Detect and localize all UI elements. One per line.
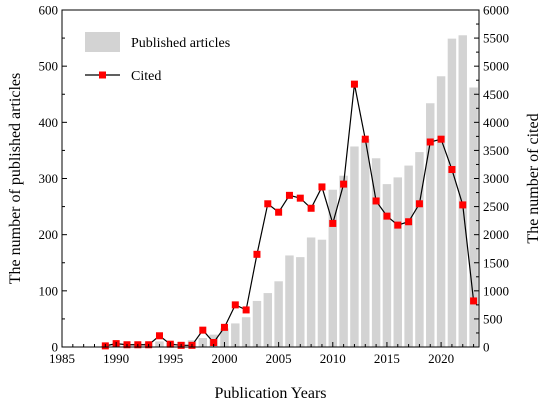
y-right-tick-label: 6000 <box>483 3 509 18</box>
cited-marker-2002 <box>242 306 250 314</box>
y-right-tick-label: 3000 <box>483 171 509 186</box>
y-right-tick-label: 1000 <box>483 283 509 298</box>
cited-marker-2018 <box>415 200 423 208</box>
x-ticks-layer: 1985 1990 1995 2000 2005 2010 2015 2020 <box>49 342 475 366</box>
cited-marker-2016 <box>394 221 402 229</box>
cited-marker-2012 <box>350 80 358 88</box>
bar-2018 <box>415 152 424 347</box>
legend-bar-label: Published articles <box>131 36 230 51</box>
bar-2019 <box>426 103 435 347</box>
x-tick-label: 1995 <box>157 351 183 366</box>
x-tick-label: 1985 <box>49 351 75 366</box>
y-left-tick-label: 600 <box>39 3 59 18</box>
y-right-tick-label: 5000 <box>483 59 509 74</box>
cited-marker-2020 <box>437 135 445 143</box>
x-tick-label: 2015 <box>374 351 400 366</box>
bar-2007 <box>296 257 305 347</box>
bar-2014 <box>371 158 381 347</box>
y-left-tick-label: 400 <box>39 115 59 130</box>
y-left-axis-title: The number of published articles <box>7 73 24 285</box>
x-axis-title: Publication Years <box>215 385 327 402</box>
cited-marker-2003 <box>253 250 261 258</box>
cited-marker-2015 <box>383 212 391 220</box>
y-left-tick-label: 100 <box>39 283 59 298</box>
y-left-tick-label: 300 <box>39 171 59 186</box>
cited-marker-2000 <box>220 323 228 331</box>
cited-marker-1994 <box>155 332 163 340</box>
cited-marker-2022 <box>459 201 467 209</box>
cited-marker-2001 <box>231 301 239 309</box>
bar-2002 <box>241 317 251 347</box>
cited-marker-2011 <box>340 180 348 188</box>
bar-2011 <box>339 175 348 347</box>
bar-2013 <box>361 139 370 347</box>
cited-marker-2004 <box>264 200 272 208</box>
bars-layer <box>101 35 478 348</box>
x-tick-label: 2005 <box>266 351 292 366</box>
y-right-tick-label: 2500 <box>483 199 509 214</box>
bar-2001 <box>231 323 240 347</box>
y-left-tick-label: 200 <box>39 227 59 242</box>
cited-marker-2009 <box>318 183 326 191</box>
bar-1998 <box>198 338 208 347</box>
cited-marker-2010 <box>329 219 337 227</box>
legend-bar-swatch <box>85 32 120 52</box>
y-right-tick-label: 3500 <box>483 143 509 158</box>
cited-marker-2023 <box>470 297 478 305</box>
y-right-tick-label: 2000 <box>483 227 509 242</box>
bar-2012 <box>350 146 359 347</box>
y-right-tick-label: 5500 <box>483 31 509 46</box>
bar-2006 <box>285 255 294 347</box>
y-right-tick-label: 1500 <box>483 255 509 270</box>
cited-marker-2005 <box>275 208 283 216</box>
bar-2003 <box>252 300 262 347</box>
bar-2016 <box>393 177 402 347</box>
cited-marker-2014 <box>372 197 380 205</box>
cited-marker-2007 <box>296 194 304 202</box>
bar-2000 <box>220 328 229 347</box>
cited-marker-1999 <box>210 339 218 347</box>
y-left-tick-label: 0 <box>52 340 59 355</box>
y-right-tick-label: 0 <box>483 340 490 355</box>
legend-marker-swatch <box>99 71 106 79</box>
bar-2009 <box>317 239 327 347</box>
x-tick-label: 2000 <box>211 351 237 366</box>
bar-2023 <box>469 87 478 347</box>
bar-2015 <box>382 184 392 347</box>
y-right-tick-label: 4000 <box>483 115 509 130</box>
cited-marker-2017 <box>405 218 413 226</box>
bar-2021 <box>447 38 457 348</box>
y-right-tick-label: 500 <box>483 311 503 326</box>
legend: Published articles Cited <box>85 32 230 84</box>
bar-2010 <box>328 189 338 347</box>
y-right-tick-label: 4500 <box>483 87 509 102</box>
y-right-ticks-layer: 0 500 1000 1500 2000 2500 3000 3500 4000 4500 5000… <box>474 3 509 355</box>
bar-2008 <box>306 237 316 347</box>
bar-2005 <box>274 281 283 347</box>
cited-marker-2008 <box>307 204 315 212</box>
bar-2022 <box>458 35 467 348</box>
bar-2017 <box>404 165 413 347</box>
cited-marker-2019 <box>426 138 434 146</box>
x-tick-label: 1990 <box>103 351 129 366</box>
legend-line-label: Cited <box>131 69 161 84</box>
cited-marker-1998 <box>199 326 207 334</box>
bar-2020 <box>436 76 446 347</box>
y-right-axis-title: The number of cited <box>525 113 542 243</box>
x-tick-label: 2020 <box>428 351 454 366</box>
bar-2004 <box>263 293 273 347</box>
x-tick-label: 2010 <box>320 351 346 366</box>
cited-marker-2006 <box>285 191 293 199</box>
cited-marker-2013 <box>361 135 369 143</box>
y-left-ticks-layer: 0 100 200 300 400 500 600 <box>39 3 67 355</box>
cited-marker-2021 <box>448 166 456 174</box>
y-left-tick-label: 500 <box>39 59 59 74</box>
